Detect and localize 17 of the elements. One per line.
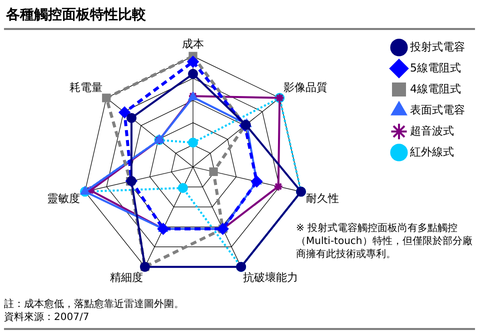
legend-label: 紅外線式 — [410, 145, 454, 158]
text: 註：成本愈低，落點愈靠近雷達圖外圍。 — [4, 298, 184, 311]
spoke-label: 精細度 — [110, 270, 143, 284]
legend-label: 投射式電容 — [409, 40, 465, 54]
spoke-label: 耐久性 — [306, 192, 339, 206]
legend-label: 5線電阻式 — [410, 61, 461, 74]
source-note: 資料來源：2007/7 — [4, 311, 90, 324]
legend-label: 超音波式 — [410, 124, 454, 138]
legend-label: 表面式電容 — [410, 103, 465, 116]
legend-label: 4線電阻式 — [410, 82, 461, 96]
spoke-label: 成本 — [182, 37, 204, 50]
spoke-label: 影像品質 — [284, 81, 328, 94]
text: ※ 投射式電容觸控面板尚有多點觸控（Multi-touch）特性，但僅限於部分廠商擁有此技術或專利。 — [296, 222, 474, 261]
spoke-label: 耗電量 — [69, 81, 102, 94]
chart-title: 各種觸控面板特性比較 — [6, 6, 146, 24]
spoke-label: 靈敏度 — [47, 192, 80, 206]
spoke-label: 抗破壞能力 — [243, 270, 298, 284]
